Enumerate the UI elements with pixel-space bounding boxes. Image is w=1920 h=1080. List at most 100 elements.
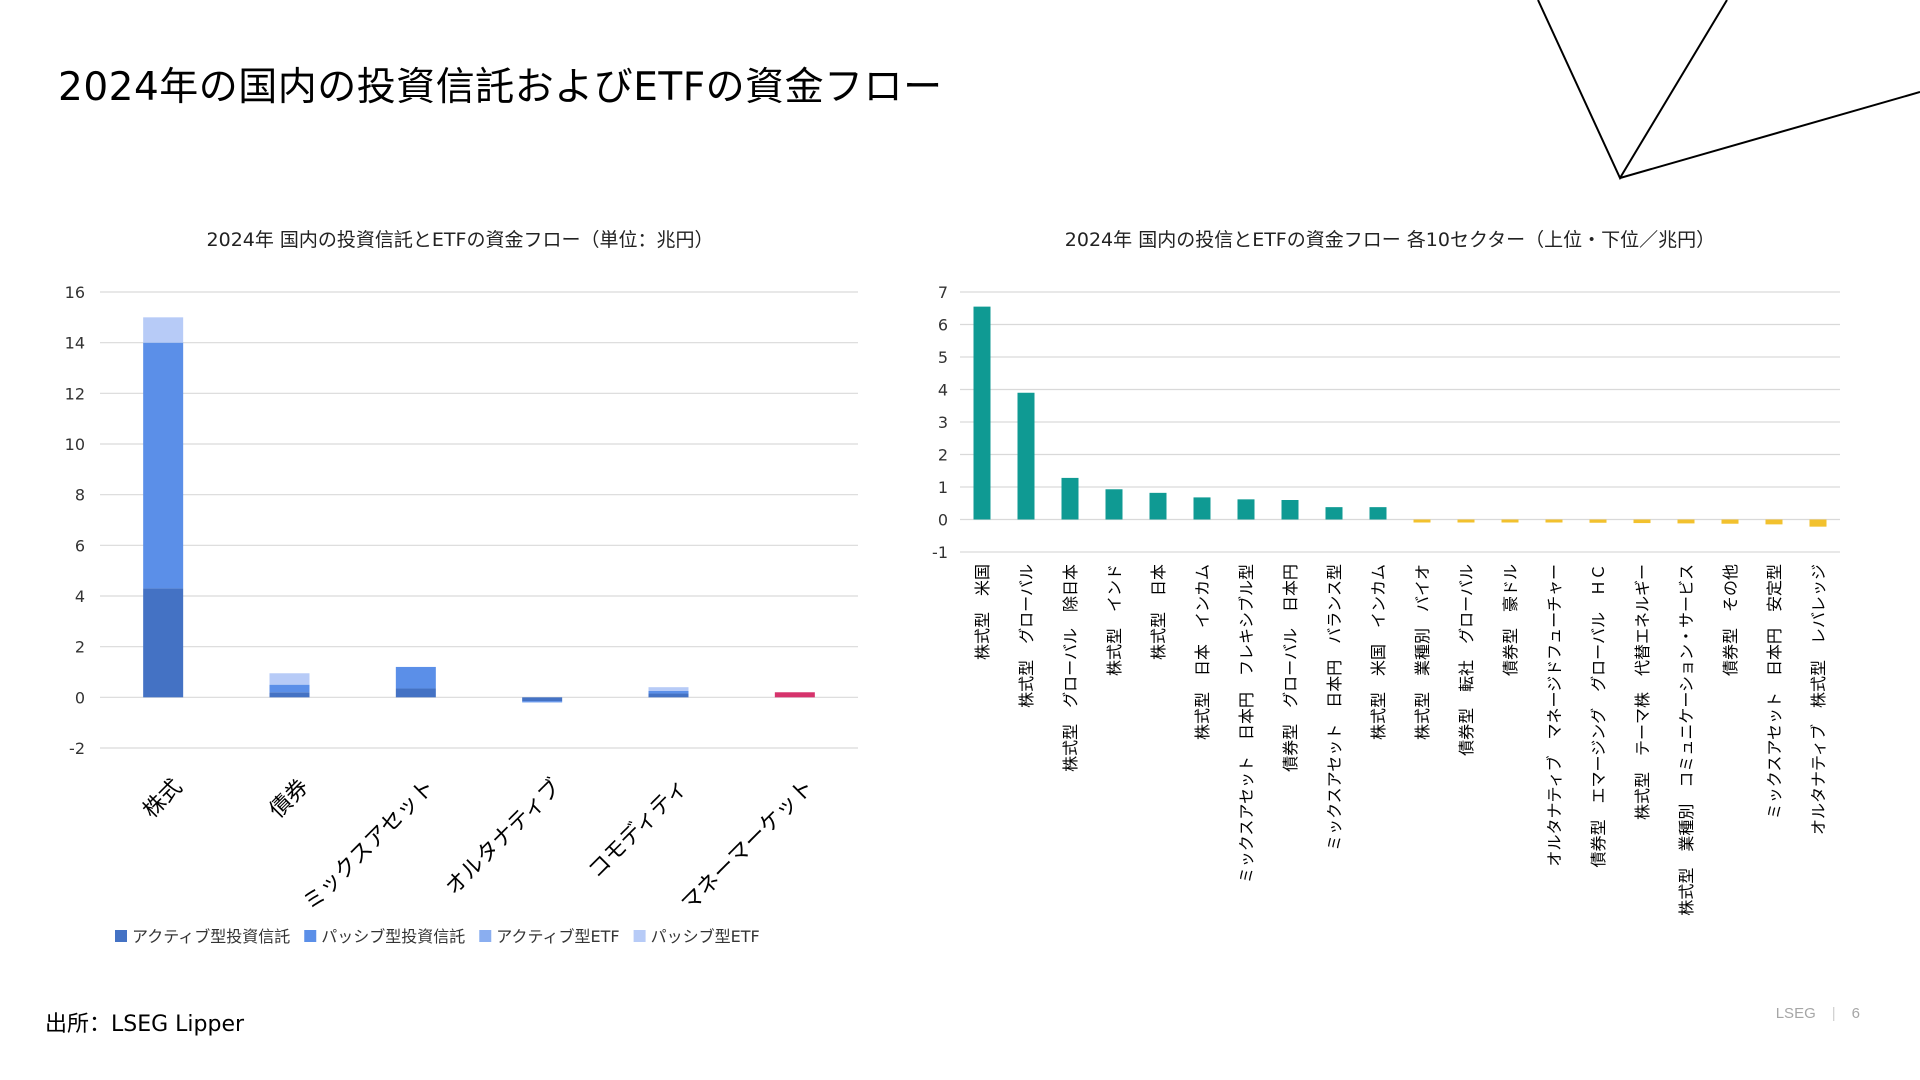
y-tick-label: 0 — [75, 688, 85, 707]
y-axis-tick-labels: -1 0 1 2 3 4 5 6 7 — [932, 283, 948, 562]
grid-lines — [960, 291, 1840, 553]
legend: アクティブ型投資信託 パッシブ型投資信託 アクティブ型ETF パッシブ型ETF — [115, 927, 760, 946]
bar-segment — [143, 588, 184, 698]
bar — [1677, 519, 1695, 524]
y-tick-label: 16 — [65, 283, 85, 302]
legend-item: アクティブ型投資信託 — [115, 927, 290, 946]
y-tick-label: 2 — [938, 446, 948, 465]
bar-segment — [522, 701, 563, 703]
bar — [973, 306, 991, 520]
x-tick-label: 株式 — [139, 775, 188, 824]
x-tick-label: 債券型 エマージング グローバル ＨＣ — [1589, 564, 1608, 868]
y-tick-label: 6 — [938, 316, 948, 335]
bar — [1281, 500, 1299, 520]
x-tick-label: 債券型 豪ドル — [1501, 564, 1520, 676]
chart-title: 2024年 国内の投資信託とETFの資金フロー（単位：兆円） — [207, 229, 714, 251]
y-tick-label: 10 — [65, 435, 85, 454]
bar — [1809, 519, 1827, 527]
x-tick-label: 株式型 グローバル — [1017, 564, 1036, 708]
y-axis-tick-labels: -2 0 2 4 6 8 10 12 14 16 — [65, 283, 85, 758]
x-tick-label: 株式型 日本 — [1149, 564, 1168, 660]
bar — [1501, 519, 1519, 523]
x-tick-label: 株式型 インド — [1105, 564, 1124, 676]
bar-segment — [395, 666, 436, 689]
x-tick-label: 債券型 その他 — [1721, 564, 1740, 676]
bar — [1237, 499, 1255, 520]
bar — [1545, 519, 1563, 523]
y-tick-label: 3 — [938, 413, 948, 432]
bar-segment-highlight — [774, 692, 815, 698]
x-tick-label: ミックスアセット 日本円 安定型 — [1765, 564, 1784, 819]
source-note: 出所：LSEG Lipper — [45, 1012, 245, 1037]
x-tick-label: マネーマーケット — [677, 775, 819, 917]
bar-segment — [269, 692, 310, 698]
bar-segment — [648, 693, 689, 698]
x-tick-label: オルタナティブ — [441, 775, 567, 901]
bar — [1457, 519, 1475, 523]
y-tick-label: 5 — [938, 348, 948, 367]
bar — [1369, 507, 1387, 520]
legend-swatch — [479, 930, 492, 942]
bar-segment — [143, 342, 184, 589]
y-tick-label: -2 — [69, 739, 85, 758]
bar-segment — [522, 697, 563, 702]
bars — [143, 317, 815, 703]
legend-swatch — [115, 930, 127, 942]
page-title: 2024年の国内の投資信託およびETFの資金フロー — [58, 65, 943, 110]
bar-segment — [269, 673, 310, 685]
bar-segment — [269, 684, 310, 693]
y-tick-label: 6 — [75, 536, 85, 555]
x-tick-label: 株式型 米国 インカム — [1369, 564, 1388, 740]
y-tick-label: 7 — [938, 283, 948, 302]
bar — [1633, 519, 1651, 524]
x-tick-label: 債券 — [265, 775, 314, 824]
y-tick-label: 0 — [938, 511, 948, 530]
bar — [1017, 392, 1035, 520]
legend-item: パッシブ型投資信託 — [304, 927, 465, 946]
footer-brand: LSEG — [1775, 1005, 1816, 1022]
y-tick-label: 2 — [75, 638, 85, 657]
legend-swatch — [304, 930, 317, 942]
footer-separator: | — [1831, 1005, 1836, 1022]
x-tick-label: 株式型 米国 — [973, 564, 992, 660]
bar — [1149, 492, 1167, 520]
y-tick-label: -1 — [932, 543, 948, 562]
x-tick-label: オルタナティブ マネージドフューチャー — [1545, 564, 1564, 867]
bar-segment — [395, 688, 436, 698]
footer: LSEG | 6 — [1776, 1005, 1860, 1022]
x-tick-label: コモディティ — [584, 775, 693, 884]
y-tick-label: 4 — [75, 587, 85, 606]
y-tick-label: 12 — [65, 384, 85, 403]
legend-label: アクティブ型ETF — [496, 927, 619, 946]
bar — [1105, 489, 1123, 520]
x-axis-tick-labels: 株式型 米国 株式型 グローバル 株式型 グローバル 除日本 株式型 インド 株式型 日… — [973, 564, 1828, 916]
bar — [1413, 519, 1431, 523]
bar — [1193, 497, 1211, 520]
legend-label: アクティブ型投資信託 — [132, 927, 290, 946]
x-tick-label: 株式型 業種別 バイオ — [1413, 564, 1432, 740]
bar — [1765, 519, 1783, 525]
x-tick-label: オルタナティブ 株式型 レバレッジ — [1809, 564, 1828, 835]
legend-label: パッシブ型ETF — [651, 927, 760, 946]
grid-lines — [100, 291, 858, 749]
decorative-chevron-lines — [1537, 0, 1920, 181]
stacked-bar-chart: 2024年 国内の投資信託とETFの資金フロー（単位：兆円） -2 0 2 4 6 8 10… — [65, 229, 858, 946]
bar — [1721, 519, 1739, 524]
legend-item: パッシブ型ETF — [633, 927, 760, 946]
sector-bar-chart: 2024年 国内の投信とETFの資金フロー 各10セクター（上位・下位／兆円） … — [932, 229, 1840, 916]
bar-segment — [648, 691, 689, 694]
page-number: 6 — [1851, 1005, 1860, 1022]
x-tick-label: 株式型 日本 インカム — [1193, 564, 1212, 740]
x-tick-label: 債券型 グローバル 日本円 — [1281, 564, 1300, 772]
x-tick-label: ミックスアセット — [299, 775, 440, 916]
bar-segment — [648, 687, 689, 691]
legend-swatch — [633, 930, 646, 942]
y-tick-label: 14 — [65, 334, 85, 353]
bar — [1325, 507, 1343, 520]
legend-label: パッシブ型投資信託 — [321, 927, 465, 946]
x-tick-label: 株式型 業種別 コミュニケーション・サービス — [1677, 564, 1696, 916]
x-tick-label: 株式型 テーマ株 代替エネルギー — [1633, 564, 1652, 820]
chart-title: 2024年 国内の投信とETFの資金フロー 各10セクター（上位・下位／兆円） — [1065, 229, 1715, 251]
x-tick-label: ミックスアセット 日本円 バランス型 — [1325, 564, 1344, 851]
